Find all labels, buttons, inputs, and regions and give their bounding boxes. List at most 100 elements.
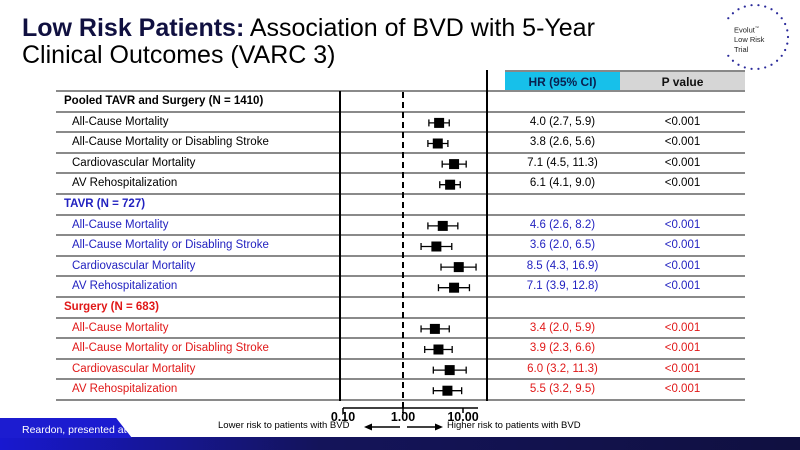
logo-line1: Evolut: [734, 25, 755, 35]
logo-dot: [737, 63, 740, 66]
table-row: All-Cause Mortality or Disabling Stroke 3…: [56, 133, 745, 154]
lower-risk-label: Lower risk to patients with BVD: [218, 420, 350, 431]
logo-dot: [775, 59, 779, 62]
p-value: <0.001: [664, 177, 701, 190]
table-row: All-Cause Mortality or Disabling Stroke 3…: [56, 236, 745, 257]
group-header-row: Surgery (N = 683): [56, 298, 745, 319]
logo-dot: [750, 4, 753, 7]
logo-dot: [757, 4, 760, 7]
p-value: <0.001: [664, 239, 701, 252]
logo-dot: [764, 5, 767, 8]
table-row: Cardiovascular Mortality 6.0 (3.2, 11.3) <…: [56, 360, 745, 381]
table-row: AV Rehospitalization 7.1 (3.9, 12.8) <0.00…: [56, 277, 745, 298]
p-value: <0.001: [664, 383, 701, 396]
logo-dot: [757, 67, 760, 70]
group-label: Pooled TAVR and Surgery (N = 1410): [64, 95, 264, 107]
outcome-label: Cardiovascular Mortality: [72, 259, 196, 272]
p-value: <0.001: [664, 218, 701, 231]
p-value: <0.001: [664, 362, 701, 375]
column-header-hr: HR (95% CI): [505, 70, 620, 92]
p-value: <0.001: [664, 342, 701, 355]
table-row: AV Rehospitalization 6.1 (4.1, 9.0) <0.001: [56, 174, 745, 195]
logo-dot: [786, 29, 789, 32]
slide-title: Low Risk Patients: Association of BVD wi…: [22, 15, 682, 69]
footer-band: [0, 437, 800, 450]
outcome-label: AV Rehospitalization: [72, 280, 178, 293]
logo-dot: [731, 12, 735, 15]
hr-ci-value: 3.9 (2.3, 6.6): [529, 342, 596, 355]
outcome-label: All-Cause Mortality: [72, 321, 169, 334]
logo-dot: [770, 63, 773, 66]
hr-point: [429, 323, 440, 334]
group-label: Surgery (N = 683): [64, 301, 159, 313]
higher-risk-label: Higher risk to patients with BVD: [447, 420, 581, 431]
hr-point: [434, 117, 445, 128]
logo-dot: [764, 66, 767, 69]
outcome-label: AV Rehospitalization: [72, 383, 178, 396]
group-header-row: Pooled TAVR and Surgery (N = 1410): [56, 92, 745, 113]
table-row: Cardiovascular Mortality 7.1 (4.5, 11.3) <…: [56, 154, 745, 175]
outcome-label: All-Cause Mortality or Disabling Stroke: [72, 342, 269, 355]
logo-dot: [786, 42, 789, 45]
hr-ci-value: 3.6 (2.0, 6.5): [529, 239, 596, 252]
hr-point: [445, 179, 456, 190]
table-row: Cardiovascular Mortality 8.5 (4.3, 16.9) <…: [56, 257, 745, 278]
hr-point: [442, 385, 453, 396]
trial-logo: Evolut™ Low Risk Trial: [734, 23, 764, 54]
logo-line3: Trial: [734, 44, 749, 54]
hr-point: [437, 220, 448, 231]
table-row: All-Cause Mortality 3.4 (2.0, 5.9) <0.001: [56, 319, 745, 340]
footer-tab: [0, 418, 132, 438]
hr-ci-value: 7.1 (4.5, 11.3): [527, 156, 598, 169]
outcome-label: All-Cause Mortality or Disabling Stroke: [72, 136, 269, 149]
table-row: AV Rehospitalization 5.5 (3.2, 9.5) <0.001: [56, 380, 745, 401]
group-label: TAVR (N = 727): [64, 198, 146, 210]
outcome-label: AV Rehospitalization: [72, 177, 178, 190]
hr-point: [449, 159, 460, 170]
group-header-row: TAVR (N = 727): [56, 195, 745, 216]
logo-dot: [743, 5, 746, 8]
hr-ci-value: 6.1 (4.1, 9.0): [529, 177, 596, 190]
hr-point: [433, 344, 444, 355]
trial-logo-dotted-circle: [727, 4, 790, 70]
hr-point: [453, 262, 464, 273]
outcome-label: Cardiovascular Mortality: [72, 156, 196, 169]
logo-dot: [775, 12, 779, 15]
hr-ci-value: 6.0 (3.2, 11.3): [527, 362, 598, 375]
hr-ci-value: 7.1 (3.9, 12.8): [526, 280, 599, 293]
outcome-label: All-Cause Mortality or Disabling Stroke: [72, 239, 269, 252]
x-tick-label: 10.00: [447, 410, 479, 424]
hr-point: [432, 138, 443, 149]
x-tick-label: 1.00: [390, 410, 416, 424]
p-value: <0.001: [664, 136, 701, 149]
column-header-p-value: P value: [620, 70, 745, 92]
hr-point: [444, 365, 455, 376]
p-value: <0.001: [664, 259, 701, 272]
logo-dot: [727, 17, 730, 20]
logo-dot: [727, 54, 730, 57]
logo-line2: Low Risk: [734, 35, 765, 44]
hr-point: [431, 241, 442, 252]
hr-ci-value: 4.0 (2.7, 5.9): [529, 115, 596, 128]
logo-dot: [737, 8, 740, 11]
table-top-rule: [56, 90, 745, 92]
hr-ci-value: 3.8 (2.6, 5.6): [529, 136, 596, 149]
logo-dot: [743, 66, 746, 69]
citation: Reardon, presented at AATS 2025: [22, 424, 182, 436]
table-row: All-Cause Mortality 4.0 (2.7, 5.9) <0.001: [56, 113, 745, 134]
outcome-label: Cardiovascular Mortality: [72, 362, 196, 375]
logo-dot: [780, 54, 783, 57]
higher-risk-arrowhead: [435, 423, 443, 431]
logo-dot: [786, 35, 790, 39]
logo-dot: [780, 17, 783, 20]
p-value: <0.001: [664, 115, 701, 128]
logo-dot: [731, 59, 735, 62]
logo-dot: [784, 48, 787, 52]
hr-ci-value: 4.6 (2.6, 8.2): [529, 218, 596, 231]
outcome-label: All-Cause Mortality: [72, 218, 169, 231]
logo-tm: ™: [754, 25, 759, 30]
p-value: <0.001: [664, 156, 701, 169]
outcome-label: All-Cause Mortality: [72, 115, 169, 128]
